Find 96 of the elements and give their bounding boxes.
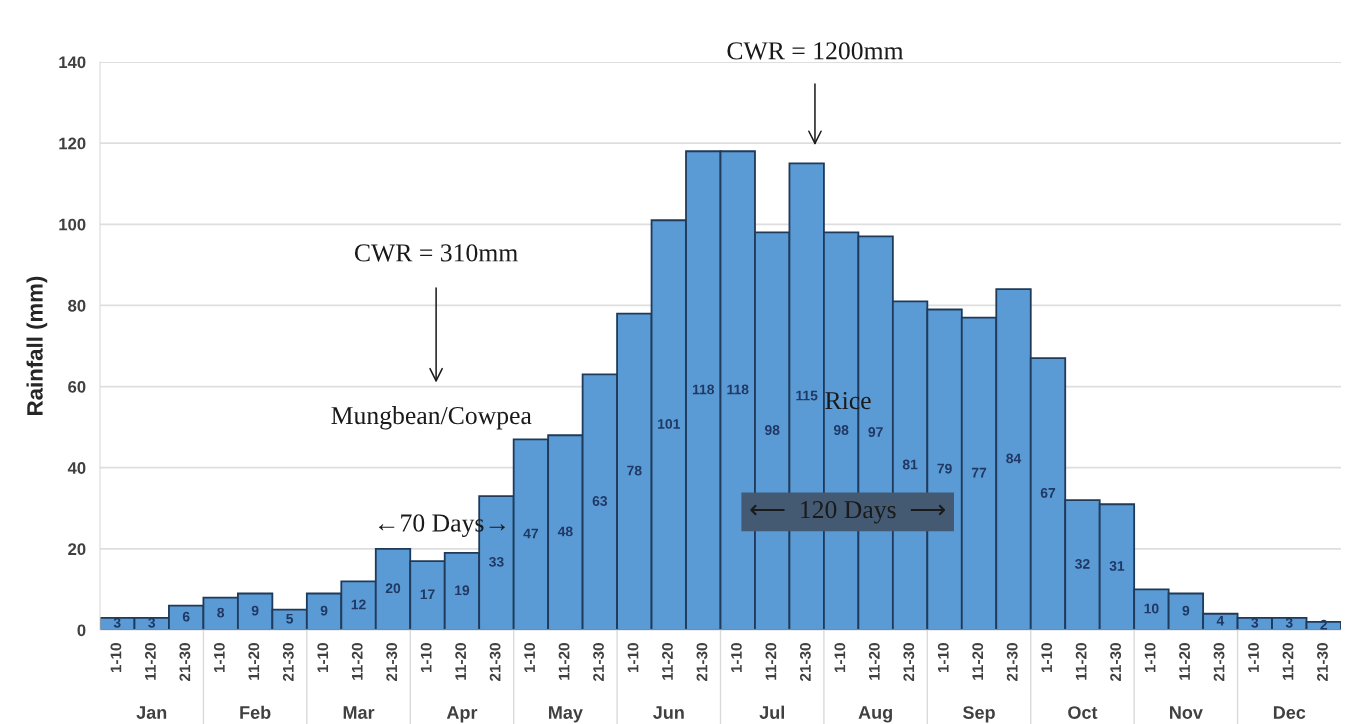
x-tick-label: 1-10 bbox=[110, 643, 122, 673]
x-tick-label: 21-30 bbox=[1213, 643, 1225, 682]
x-tick-label: 1-10 bbox=[1248, 643, 1259, 673]
data-label: 5 bbox=[286, 613, 294, 624]
x-tick-label: 1-10 bbox=[213, 643, 225, 673]
text: Sep bbox=[963, 706, 995, 723]
x-tick-label: 11-20 bbox=[144, 643, 156, 680]
text: Feb bbox=[240, 705, 271, 719]
x-tick-label: 1-10 bbox=[937, 643, 949, 673]
text: Dec bbox=[1273, 706, 1306, 719]
x-tick-label: 21-30 bbox=[593, 643, 604, 682]
x-tick-label: 21-30 bbox=[179, 643, 191, 682]
text: Jan bbox=[136, 706, 167, 719]
data-label: 9 bbox=[1182, 605, 1190, 616]
x-tick-label: 1-10 bbox=[524, 643, 535, 673]
x-tick-label: 21-30 bbox=[386, 643, 398, 682]
x-tick-label: 11-20 bbox=[558, 643, 570, 680]
x-tick-label: 11-20 bbox=[765, 643, 777, 680]
data-label: 6 bbox=[182, 611, 190, 622]
data-label: 97 bbox=[868, 427, 883, 437]
y-tick-label: 20 bbox=[68, 543, 86, 556]
data-label: 3 bbox=[148, 617, 156, 628]
x-tick-label: 11-20 bbox=[662, 643, 673, 680]
text: Mar bbox=[343, 706, 375, 719]
data-label: 98 bbox=[764, 425, 780, 435]
x-tick-label: 21-30 bbox=[696, 643, 708, 682]
data-label: 20 bbox=[385, 583, 401, 594]
data-label: 77 bbox=[971, 467, 987, 478]
x-tick-label: 1-10 bbox=[834, 643, 846, 673]
x-tick-label: 21-30 bbox=[1317, 643, 1328, 682]
x-tick-label: 11-20 bbox=[1075, 643, 1087, 680]
data-label: 78 bbox=[627, 465, 642, 476]
data-label: 118 bbox=[692, 384, 715, 395]
y-tick-label: 40 bbox=[67, 462, 86, 474]
x-tick-label: 21-30 bbox=[1110, 643, 1122, 682]
y-tick-label: 80 bbox=[68, 299, 86, 312]
data-label: 67 bbox=[1040, 487, 1056, 498]
x-tick-label: 21-30 bbox=[799, 643, 811, 682]
text: May bbox=[549, 706, 583, 723]
data-label: 48 bbox=[557, 526, 573, 537]
text: Aug bbox=[858, 706, 892, 723]
data-label: 47 bbox=[523, 528, 539, 539]
text: Jun bbox=[653, 706, 684, 719]
x-tick-label: 21-30 bbox=[903, 643, 915, 682]
x-tick-label: 21-30 bbox=[489, 643, 501, 682]
text: Apr bbox=[446, 706, 478, 723]
x-tick-label: 11-20 bbox=[972, 643, 984, 680]
y-tick-label: 60 bbox=[68, 380, 86, 393]
x-tick-label: 1-10 bbox=[731, 643, 742, 673]
data-label: 3 bbox=[113, 617, 121, 628]
x-tick-label: 1-10 bbox=[627, 643, 639, 673]
x-tick-label: 11-20 bbox=[1179, 643, 1190, 680]
x-tick-label: 11-20 bbox=[248, 643, 260, 680]
y-tick-label: 0 bbox=[77, 624, 86, 637]
y-tick-label: 140 bbox=[59, 56, 86, 69]
annotation: ⟵ 120 Days ⟶ bbox=[750, 500, 946, 524]
data-label: 3 bbox=[1285, 617, 1293, 628]
data-label: 17 bbox=[420, 589, 435, 600]
data-label: 32 bbox=[1075, 558, 1090, 569]
data-label: 63 bbox=[592, 496, 608, 506]
data-label: 12 bbox=[351, 599, 366, 610]
y-tick-label: 120 bbox=[59, 137, 86, 150]
data-label: 98 bbox=[833, 425, 849, 435]
x-tick-label: 1-10 bbox=[1041, 643, 1053, 673]
text: Nov bbox=[1170, 706, 1203, 719]
data-label: 4 bbox=[1216, 615, 1225, 626]
x-tick-label: 11-20 bbox=[868, 643, 880, 680]
x-tick-label: 11-20 bbox=[1282, 643, 1294, 680]
data-label: 33 bbox=[489, 556, 504, 567]
x-tick-label: 21-30 bbox=[1006, 643, 1018, 682]
x-tick-label: 1-10 bbox=[420, 643, 432, 673]
data-label: 79 bbox=[937, 463, 952, 474]
annotation: CWR = 310mm bbox=[354, 244, 518, 262]
y-tick-label: 100 bbox=[59, 218, 86, 231]
text: Oct bbox=[1068, 706, 1098, 719]
data-label: 101 bbox=[658, 419, 680, 429]
data-label: 84 bbox=[1006, 453, 1022, 464]
y-axis-title: Rainfall (mm) bbox=[26, 276, 48, 415]
data-label: 3 bbox=[1251, 617, 1259, 628]
x-tick-label: 1-10 bbox=[317, 643, 329, 673]
text: CWR = 1200mm bbox=[727, 42, 904, 60]
data-label: 9 bbox=[320, 605, 328, 616]
x-tick-label: 11-20 bbox=[455, 643, 467, 680]
data-label: 8 bbox=[217, 607, 225, 618]
data-label: 10 bbox=[1144, 603, 1159, 614]
data-label: 31 bbox=[1109, 561, 1125, 571]
data-label: 9 bbox=[251, 605, 259, 616]
text: Jul bbox=[759, 705, 784, 719]
x-tick-label: 1-10 bbox=[1144, 643, 1156, 673]
x-tick-label: 21-30 bbox=[282, 643, 294, 682]
data-label: 81 bbox=[902, 459, 918, 470]
x-tick-label: 11-20 bbox=[351, 643, 363, 680]
data-label: 115 bbox=[796, 390, 818, 401]
data-label: 19 bbox=[455, 585, 470, 596]
annotation: Mungbean/Cowpea bbox=[331, 406, 532, 430]
data-label: 118 bbox=[727, 384, 749, 395]
